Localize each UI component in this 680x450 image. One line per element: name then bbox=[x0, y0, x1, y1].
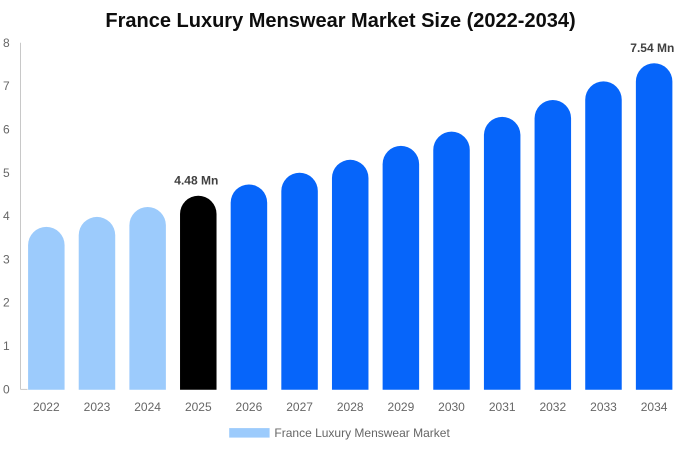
svg-text:3: 3 bbox=[3, 252, 10, 266]
svg-text:4.48 Mn: 4.48 Mn bbox=[174, 174, 218, 188]
svg-text:2033: 2033 bbox=[590, 400, 617, 414]
svg-text:7: 7 bbox=[3, 79, 10, 93]
svg-text:2022: 2022 bbox=[33, 400, 60, 414]
svg-text:2029: 2029 bbox=[388, 400, 415, 414]
svg-text:2032: 2032 bbox=[539, 400, 566, 414]
svg-text:0: 0 bbox=[3, 382, 10, 396]
svg-text:2028: 2028 bbox=[337, 400, 364, 414]
svg-text:2: 2 bbox=[3, 296, 10, 310]
svg-text:France Luxury Menswear Market: France Luxury Menswear Market Size (2022… bbox=[105, 10, 575, 32]
svg-text:2034: 2034 bbox=[641, 400, 668, 414]
svg-text:7.54 Mn: 7.54 Mn bbox=[630, 41, 674, 55]
svg-text:6: 6 bbox=[3, 123, 10, 137]
svg-text:1: 1 bbox=[3, 339, 10, 353]
svg-text:2024: 2024 bbox=[134, 400, 161, 414]
svg-text:France Luxury Menswear Market: France Luxury Menswear Market bbox=[274, 426, 450, 440]
svg-text:5: 5 bbox=[3, 166, 10, 180]
svg-text:2027: 2027 bbox=[286, 400, 313, 414]
svg-text:4: 4 bbox=[3, 209, 10, 223]
svg-text:2023: 2023 bbox=[84, 400, 111, 414]
svg-text:2026: 2026 bbox=[236, 400, 263, 414]
svg-text:2025: 2025 bbox=[185, 400, 212, 414]
svg-text:2031: 2031 bbox=[489, 400, 516, 414]
svg-text:8: 8 bbox=[3, 36, 10, 50]
svg-text:2030: 2030 bbox=[438, 400, 465, 414]
